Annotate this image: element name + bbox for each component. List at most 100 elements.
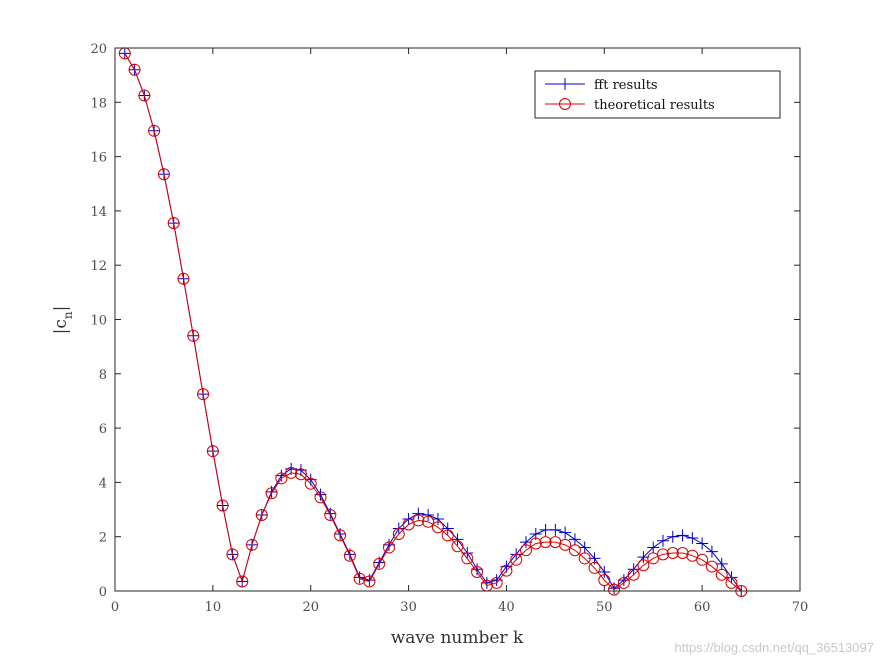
data-point-circle — [412, 514, 425, 527]
ticks-layer: 0 10 20 30 40 50 60 70 0 2 4 6 8 10 12 14 16 18 20 — [90, 42, 808, 615]
y-tick-label: 12 — [90, 259, 107, 274]
data-point-plus — [666, 530, 679, 543]
data-point-plus — [715, 557, 728, 570]
data-point-plus — [705, 545, 718, 558]
data-point-circle — [138, 89, 151, 102]
data-point-plus — [451, 533, 464, 546]
data-point-circle — [657, 548, 669, 561]
y-tick-label: 18 — [90, 96, 107, 111]
data-point-circle — [334, 529, 347, 542]
data-point-circle — [520, 544, 532, 557]
data-point-circle — [206, 445, 219, 458]
x-axis-label: wave number k — [391, 628, 524, 648]
legend-box — [534, 70, 781, 119]
data-point-circle — [471, 565, 484, 578]
y-tick-label: 2 — [99, 531, 107, 546]
data-point-circle — [529, 537, 542, 550]
data-point-plus — [647, 541, 660, 554]
data-point-circle — [343, 549, 356, 562]
data-point-circle — [246, 538, 258, 551]
y-axis-label-end: | — [51, 306, 71, 312]
x-tick-label: 40 — [498, 600, 515, 615]
data-point-plus — [314, 488, 327, 501]
data-point-circle — [363, 575, 376, 588]
data-point-circle — [304, 477, 317, 490]
data-point-plus — [412, 507, 425, 520]
data-point-circle — [461, 552, 474, 565]
data-point-circle — [725, 576, 738, 589]
data-point-circle — [715, 568, 728, 581]
data-point-plus — [422, 508, 435, 521]
data-point-circle — [510, 553, 523, 566]
y-tick-label: 14 — [90, 205, 107, 220]
data-point-plus — [598, 565, 611, 578]
legend: fft results theoretical results — [534, 70, 781, 119]
data-point-circle — [216, 499, 229, 512]
y-tick-label: 16 — [90, 151, 107, 166]
data-point-plus — [686, 532, 699, 545]
data-point-circle — [539, 536, 552, 549]
data-point-plus — [431, 513, 444, 526]
data-point-circle — [666, 546, 679, 559]
data-point-circle — [392, 527, 405, 540]
data-point-plus — [490, 574, 503, 587]
data-point-circle — [383, 541, 395, 554]
data-point-circle — [236, 575, 249, 588]
y-tick-label: 4 — [99, 476, 107, 491]
data-point-circle — [275, 472, 288, 485]
data-point-circle — [617, 576, 630, 589]
data-point-plus — [676, 529, 689, 542]
series-markers-1 — [118, 47, 748, 597]
data-point-plus — [696, 537, 709, 550]
data-point-circle — [637, 559, 650, 572]
data-point-circle — [627, 568, 640, 581]
data-point-plus — [578, 541, 591, 554]
data-point-circle — [422, 515, 435, 528]
plot-area — [115, 48, 800, 591]
data-point-circle — [578, 552, 591, 565]
data-point-plus — [559, 526, 572, 539]
series-layer — [118, 47, 748, 597]
x-tick-label: 10 — [205, 600, 222, 615]
y-tick-label: 20 — [90, 42, 107, 57]
data-point-circle — [285, 466, 298, 479]
data-point-circle — [431, 521, 444, 534]
x-tick-label: 60 — [694, 600, 711, 615]
data-point-circle — [705, 560, 718, 573]
y-axis-label-sub: n — [61, 311, 75, 319]
data-point-circle — [441, 529, 454, 542]
x-tick-label: 0 — [111, 600, 119, 615]
data-point-circle — [255, 508, 268, 521]
data-point-circle — [314, 491, 327, 504]
data-point-circle — [568, 544, 581, 557]
data-point-circle — [148, 124, 161, 137]
legend-marker-fft — [559, 78, 571, 90]
legend-label-fft: fft results — [594, 78, 658, 93]
x-tick-label: 30 — [400, 600, 417, 615]
data-point-circle — [559, 538, 572, 551]
y-tick-label: 0 — [99, 585, 107, 600]
data-point-plus — [568, 533, 581, 546]
x-tick-label: 70 — [792, 600, 809, 615]
data-point-circle — [294, 468, 307, 481]
data-point-plus — [471, 563, 484, 576]
data-point-plus — [657, 534, 669, 547]
data-point-circle — [187, 329, 200, 342]
data-point-circle — [265, 487, 278, 500]
data-point-plus — [549, 523, 562, 536]
data-point-circle — [490, 576, 503, 589]
data-point-circle — [696, 553, 709, 566]
data-point-circle — [608, 583, 621, 596]
data-point-circle — [588, 561, 601, 574]
watermark: https://blog.csdn.net/qq_36513097 — [674, 640, 875, 655]
data-point-circle — [197, 388, 210, 401]
data-point-circle — [324, 508, 337, 521]
y-axis-label-main: |c — [51, 319, 71, 334]
data-point-circle — [373, 557, 386, 570]
data-point-circle — [157, 168, 170, 181]
data-point-circle — [167, 217, 180, 230]
y-tick-label: 8 — [99, 368, 107, 383]
data-point-circle — [177, 272, 190, 285]
data-point-circle — [226, 548, 239, 561]
